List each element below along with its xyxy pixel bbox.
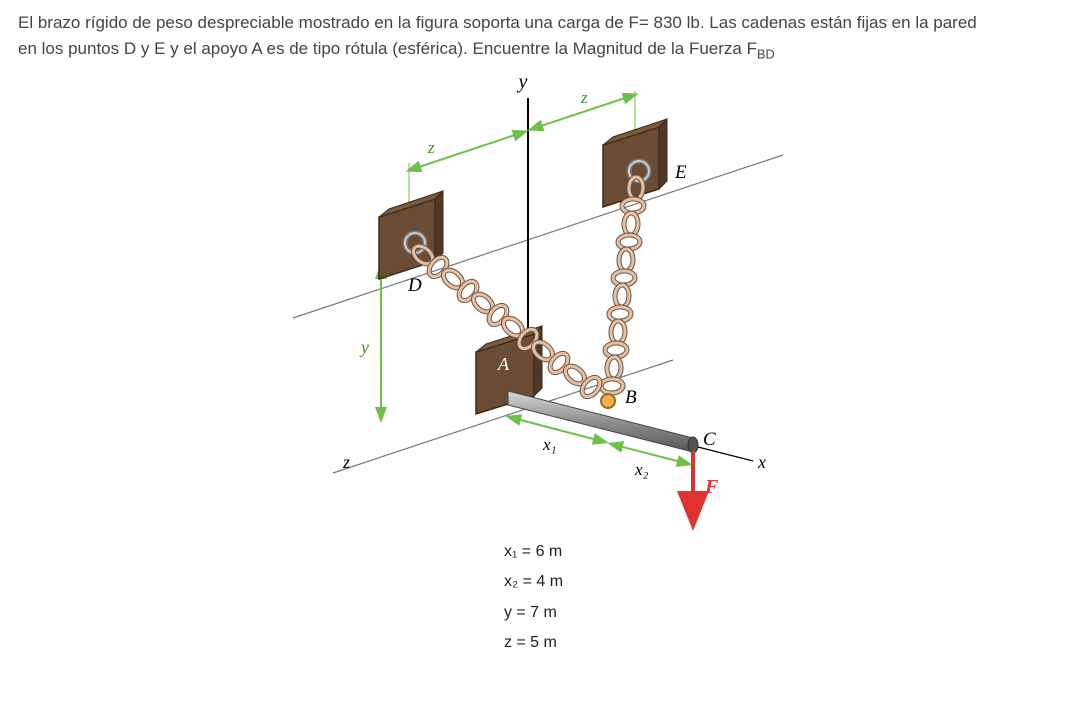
dim-z-right-label: z	[580, 88, 588, 107]
figure-area: y z z z y D E A	[18, 63, 1047, 659]
label-B: B	[625, 387, 637, 408]
variable-list: x₁ = 6 m x₂ = 4 m y = 7 m z = 5 m	[502, 537, 563, 659]
problem-line2-sub: BD	[757, 46, 775, 61]
ring-b	[601, 394, 615, 408]
anchor-block-e	[603, 119, 667, 207]
var-z: z = 5 m	[504, 628, 563, 658]
label-D: D	[407, 275, 422, 296]
x-axis	[698, 447, 753, 461]
label-C: C	[703, 429, 716, 450]
problem-statement: El brazo rígido de peso despreciable mos…	[18, 10, 1047, 63]
anchor-block-d	[379, 191, 443, 279]
y-axis-label: y	[516, 71, 527, 93]
chain-be	[600, 177, 643, 394]
dim-x1-label: x₁	[542, 435, 556, 454]
diagram-svg: y z z z y D E A	[273, 63, 793, 543]
problem-line1: El brazo rígido de peso despreciable mos…	[18, 13, 977, 32]
problem-line2a: en los puntos D y E y el apoyo A es de t…	[18, 39, 757, 58]
label-A: A	[497, 354, 510, 374]
label-E: E	[674, 162, 687, 183]
dim-y-label: y	[359, 337, 369, 357]
var-y: y = 7 m	[504, 598, 563, 628]
force-label: F	[704, 476, 719, 498]
dim-z-left-label: z	[427, 138, 435, 157]
var-x2: x₂ = 4 m	[504, 567, 563, 597]
var-x1: x₁ = 6 m	[504, 537, 563, 567]
dim-x2-label: x₂	[634, 460, 649, 479]
wall-line-upper	[293, 155, 783, 318]
x-axis-label: x	[757, 452, 766, 472]
z-axis-label: z	[342, 452, 350, 472]
